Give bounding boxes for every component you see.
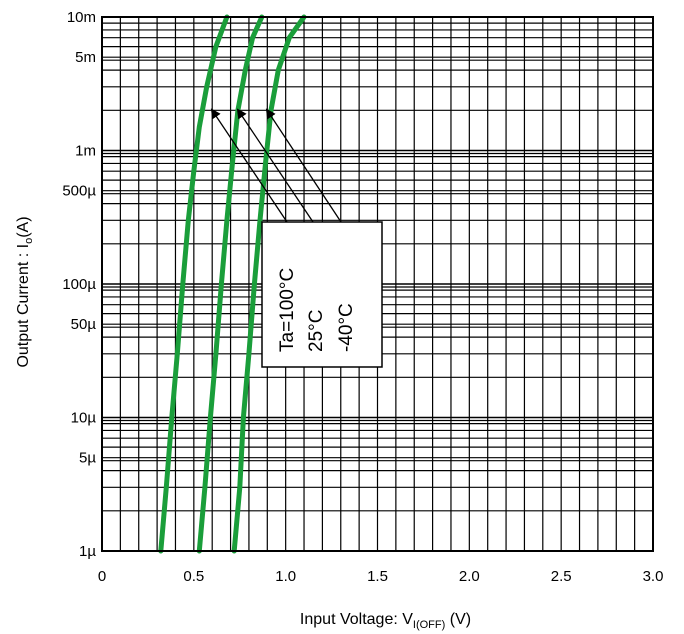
annotation: Ta=100°C 25°C -40°C (210, 108, 383, 368)
annotation-arrow (210, 108, 288, 223)
y-axis-title-unit: (A) (15, 216, 32, 237)
annotation-box (261, 221, 383, 368)
y-tick-label: 10m (67, 9, 96, 26)
y-tick-label: 1µ (79, 543, 96, 560)
x-axis-title-unit: (V) (445, 611, 471, 628)
y-tick-label: 100µ (62, 276, 96, 293)
annotation-arrow (236, 108, 314, 223)
plot-frame (101, 16, 654, 552)
y-tick-label: 5µ (79, 450, 96, 467)
series-line-3 (231, 14, 307, 554)
x-tick-label: 1.0 (275, 568, 296, 585)
x-axis-title: Input Voltage: VI(OFF) (V) (300, 611, 471, 631)
x-tick-label: 3.0 (643, 568, 664, 585)
annotation-label-1: Ta=100°C (277, 268, 298, 352)
y-tick-label: 500µ (62, 183, 96, 200)
y-axis-title: Output Current : Io(A) (15, 216, 35, 367)
annotation-label-3: -40°C (336, 303, 357, 352)
y-tick-label: 5m (75, 49, 96, 66)
y-axis-title-main: Output Current : I (15, 244, 32, 368)
x-axis-title-main: Input Voltage: V (300, 611, 413, 628)
x-tick-label: 2.5 (551, 568, 572, 585)
y-tick-label: 1m (75, 143, 96, 160)
series-layer (158, 14, 307, 554)
y-tick-label: 50µ (71, 316, 97, 333)
x-tick-label: 1.5 (367, 568, 388, 585)
tick-labels: 0 0.5 1.0 1.5 2.0 2.5 3.0 1µ 5µ 10µ 50µ 100µ 500µ 1m 5… (62, 9, 663, 585)
x-tick-label: 0.5 (183, 568, 204, 585)
x-tick-label: 0 (98, 568, 106, 585)
x-tick-label: 2.0 (459, 568, 480, 585)
x-axis-title-subscript: I(OFF) (413, 619, 445, 631)
series-line-2 (196, 14, 265, 554)
y-axis-title-subscript: o (23, 238, 35, 244)
annotation-label-2: 25°C (306, 310, 327, 352)
series-line-1 (158, 14, 230, 554)
y-tick-label: 10µ (71, 410, 97, 427)
annotation-arrow (265, 108, 342, 223)
